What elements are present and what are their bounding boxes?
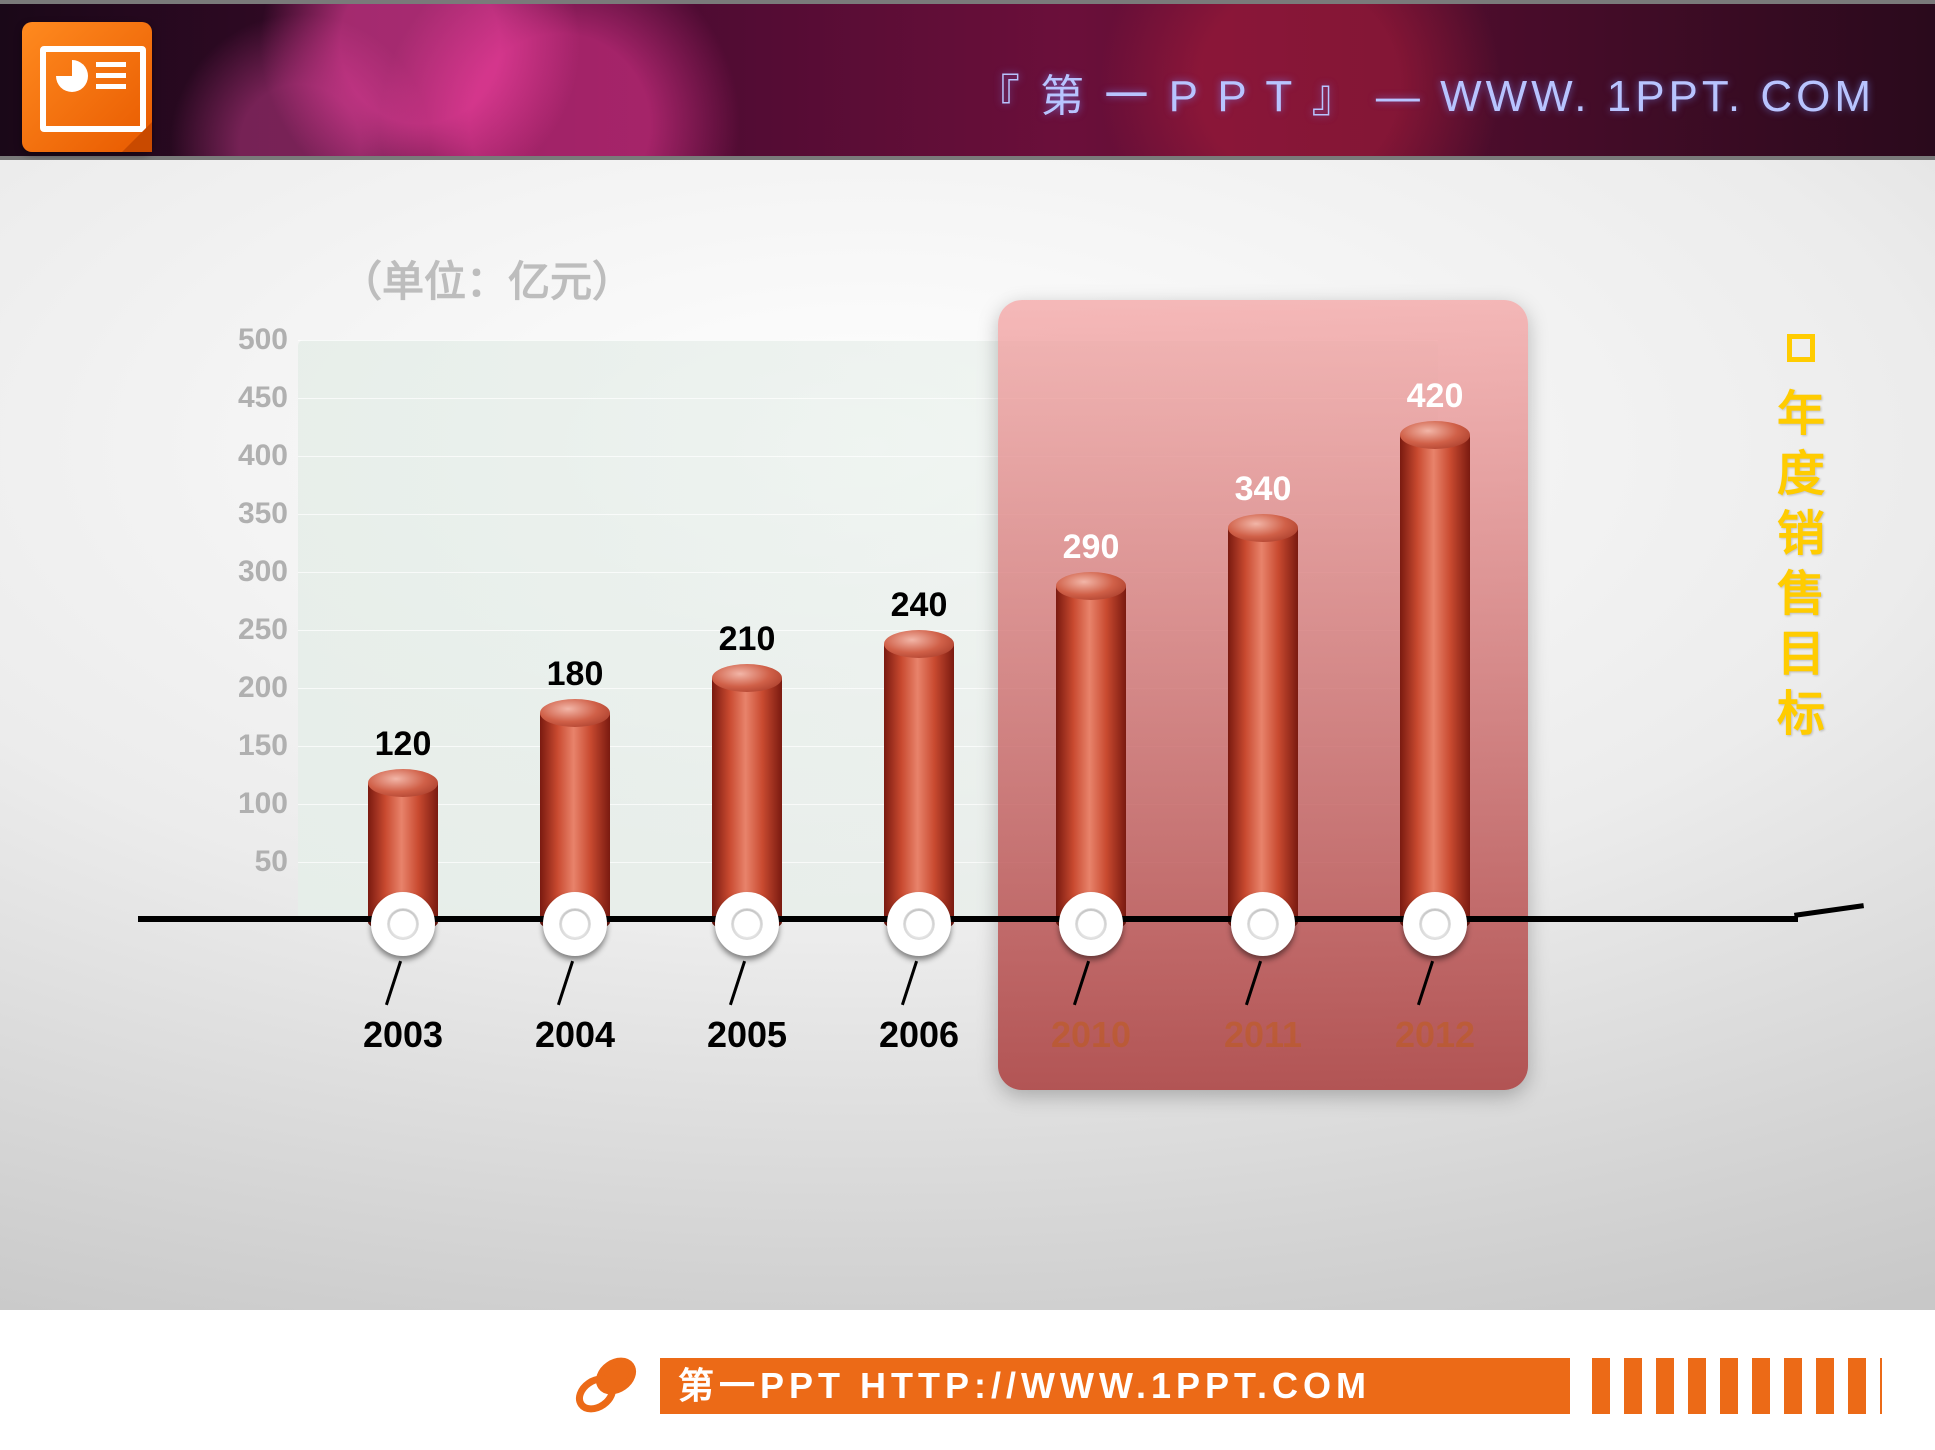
bar-value-label: 420 <box>1407 377 1464 416</box>
ytick-label: 350 <box>218 497 288 531</box>
bar-value-label: 120 <box>375 725 432 764</box>
xlabel-2005: 2005 <box>707 1014 787 1056</box>
bar-cylinder: 340 <box>1228 528 1298 922</box>
sales-bar-chart: 50100150200250300350400450500 1201802102… <box>258 340 1788 1080</box>
tick-line <box>557 961 574 1006</box>
banner-text: 『 第 一 P P T 』 — WWW. 1PPT. COM <box>976 60 1875 124</box>
axis-marker <box>715 892 779 956</box>
bar-2012: 420 <box>1400 435 1470 922</box>
ytick-label: 400 <box>218 439 288 473</box>
xlabel-2003: 2003 <box>363 1014 443 1056</box>
bar-value-label: 290 <box>1063 528 1120 567</box>
axis-marker <box>1059 892 1123 956</box>
xlabel-2006: 2006 <box>879 1014 959 1056</box>
bar-value-label: 340 <box>1235 470 1292 509</box>
axis-marker <box>371 892 435 956</box>
ytick-label: 250 <box>218 613 288 647</box>
bar-value-label: 210 <box>719 620 776 659</box>
ytick-label: 450 <box>218 381 288 415</box>
tick-line <box>901 961 918 1006</box>
axis-marker <box>543 892 607 956</box>
bar-cylinder: 210 <box>712 678 782 922</box>
bar-2004: 180 <box>540 713 610 922</box>
page-root: 『 第 一 P P T 』 — WWW. 1PPT. COM （单位：亿元） 年… <box>0 0 1935 1450</box>
bar-2006: 240 <box>884 644 954 922</box>
ytick-label: 100 <box>218 787 288 821</box>
ytick-label: 300 <box>218 555 288 589</box>
unit-label: （单位：亿元） <box>340 248 634 309</box>
bar-cylinder: 180 <box>540 713 610 922</box>
bar-cylinder: 240 <box>884 644 954 922</box>
pill-icon <box>572 1352 642 1418</box>
bar-value-label: 240 <box>891 586 948 625</box>
bar-cylinder: 290 <box>1056 586 1126 922</box>
footer: 第一PPT HTTP://WWW.1PPT.COM <box>0 1310 1935 1450</box>
bar-2011: 340 <box>1228 528 1298 922</box>
footer-stripes <box>1592 1358 1882 1414</box>
xlabel-2004: 2004 <box>535 1014 615 1056</box>
top-banner: 『 第 一 P P T 』 — WWW. 1PPT. COM <box>0 0 1935 160</box>
bar-2005: 210 <box>712 678 782 922</box>
ytick-label: 150 <box>218 729 288 763</box>
bar-cylinder: 420 <box>1400 435 1470 922</box>
slide-canvas: （单位：亿元） 年度销售目标 5010015020025030035040045… <box>0 160 1935 1310</box>
bar-2010: 290 <box>1056 586 1126 922</box>
powerpoint-icon <box>22 22 152 152</box>
bar-value-label: 180 <box>547 655 604 694</box>
ytick-label: 500 <box>218 323 288 357</box>
ytick-label: 50 <box>218 845 288 879</box>
ytick-label: 200 <box>218 671 288 705</box>
footer-bar: 第一PPT HTTP://WWW.1PPT.COM <box>660 1358 1570 1414</box>
axis-marker <box>887 892 951 956</box>
tick-line <box>729 961 746 1006</box>
bullet-square-icon <box>1787 334 1815 362</box>
axis-marker <box>1231 892 1295 956</box>
axis-marker <box>1403 892 1467 956</box>
tick-line <box>385 961 402 1006</box>
